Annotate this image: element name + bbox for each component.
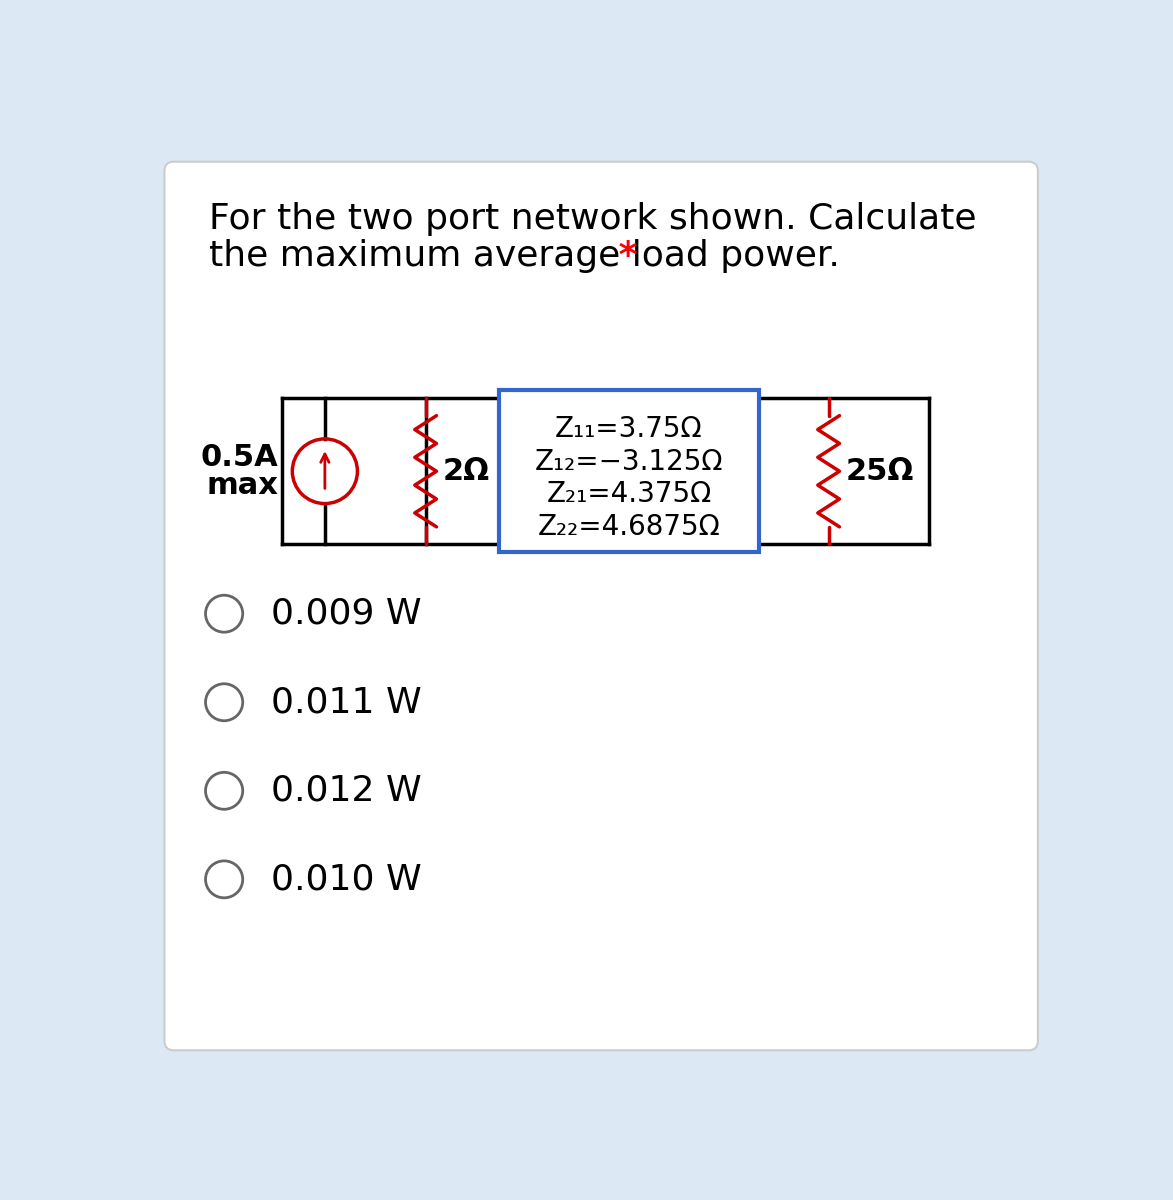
Text: Z₁₁=3.75Ω: Z₁₁=3.75Ω (555, 415, 703, 443)
Text: Z₂₂=4.6875Ω: Z₂₂=4.6875Ω (537, 512, 720, 540)
Text: max: max (206, 470, 278, 499)
Text: *: * (606, 239, 638, 272)
FancyBboxPatch shape (164, 162, 1038, 1050)
Text: Z₁₂=−3.125Ω: Z₁₂=−3.125Ω (535, 448, 724, 475)
Text: 0.011 W: 0.011 W (271, 685, 421, 719)
Text: 0.012 W: 0.012 W (271, 774, 421, 808)
Text: For the two port network shown. Calculate: For the two port network shown. Calculat… (209, 202, 976, 235)
Text: 0.009 W: 0.009 W (271, 596, 421, 631)
Text: 0.010 W: 0.010 W (271, 863, 421, 896)
Text: 25Ω: 25Ω (846, 457, 914, 486)
Text: Z₂₁=4.375Ω: Z₂₁=4.375Ω (547, 480, 712, 508)
Text: 0.5A: 0.5A (201, 443, 278, 472)
Text: 2Ω: 2Ω (442, 457, 490, 486)
Bar (500, 390, 759, 552)
Text: the maximum average load power.: the maximum average load power. (209, 239, 840, 272)
